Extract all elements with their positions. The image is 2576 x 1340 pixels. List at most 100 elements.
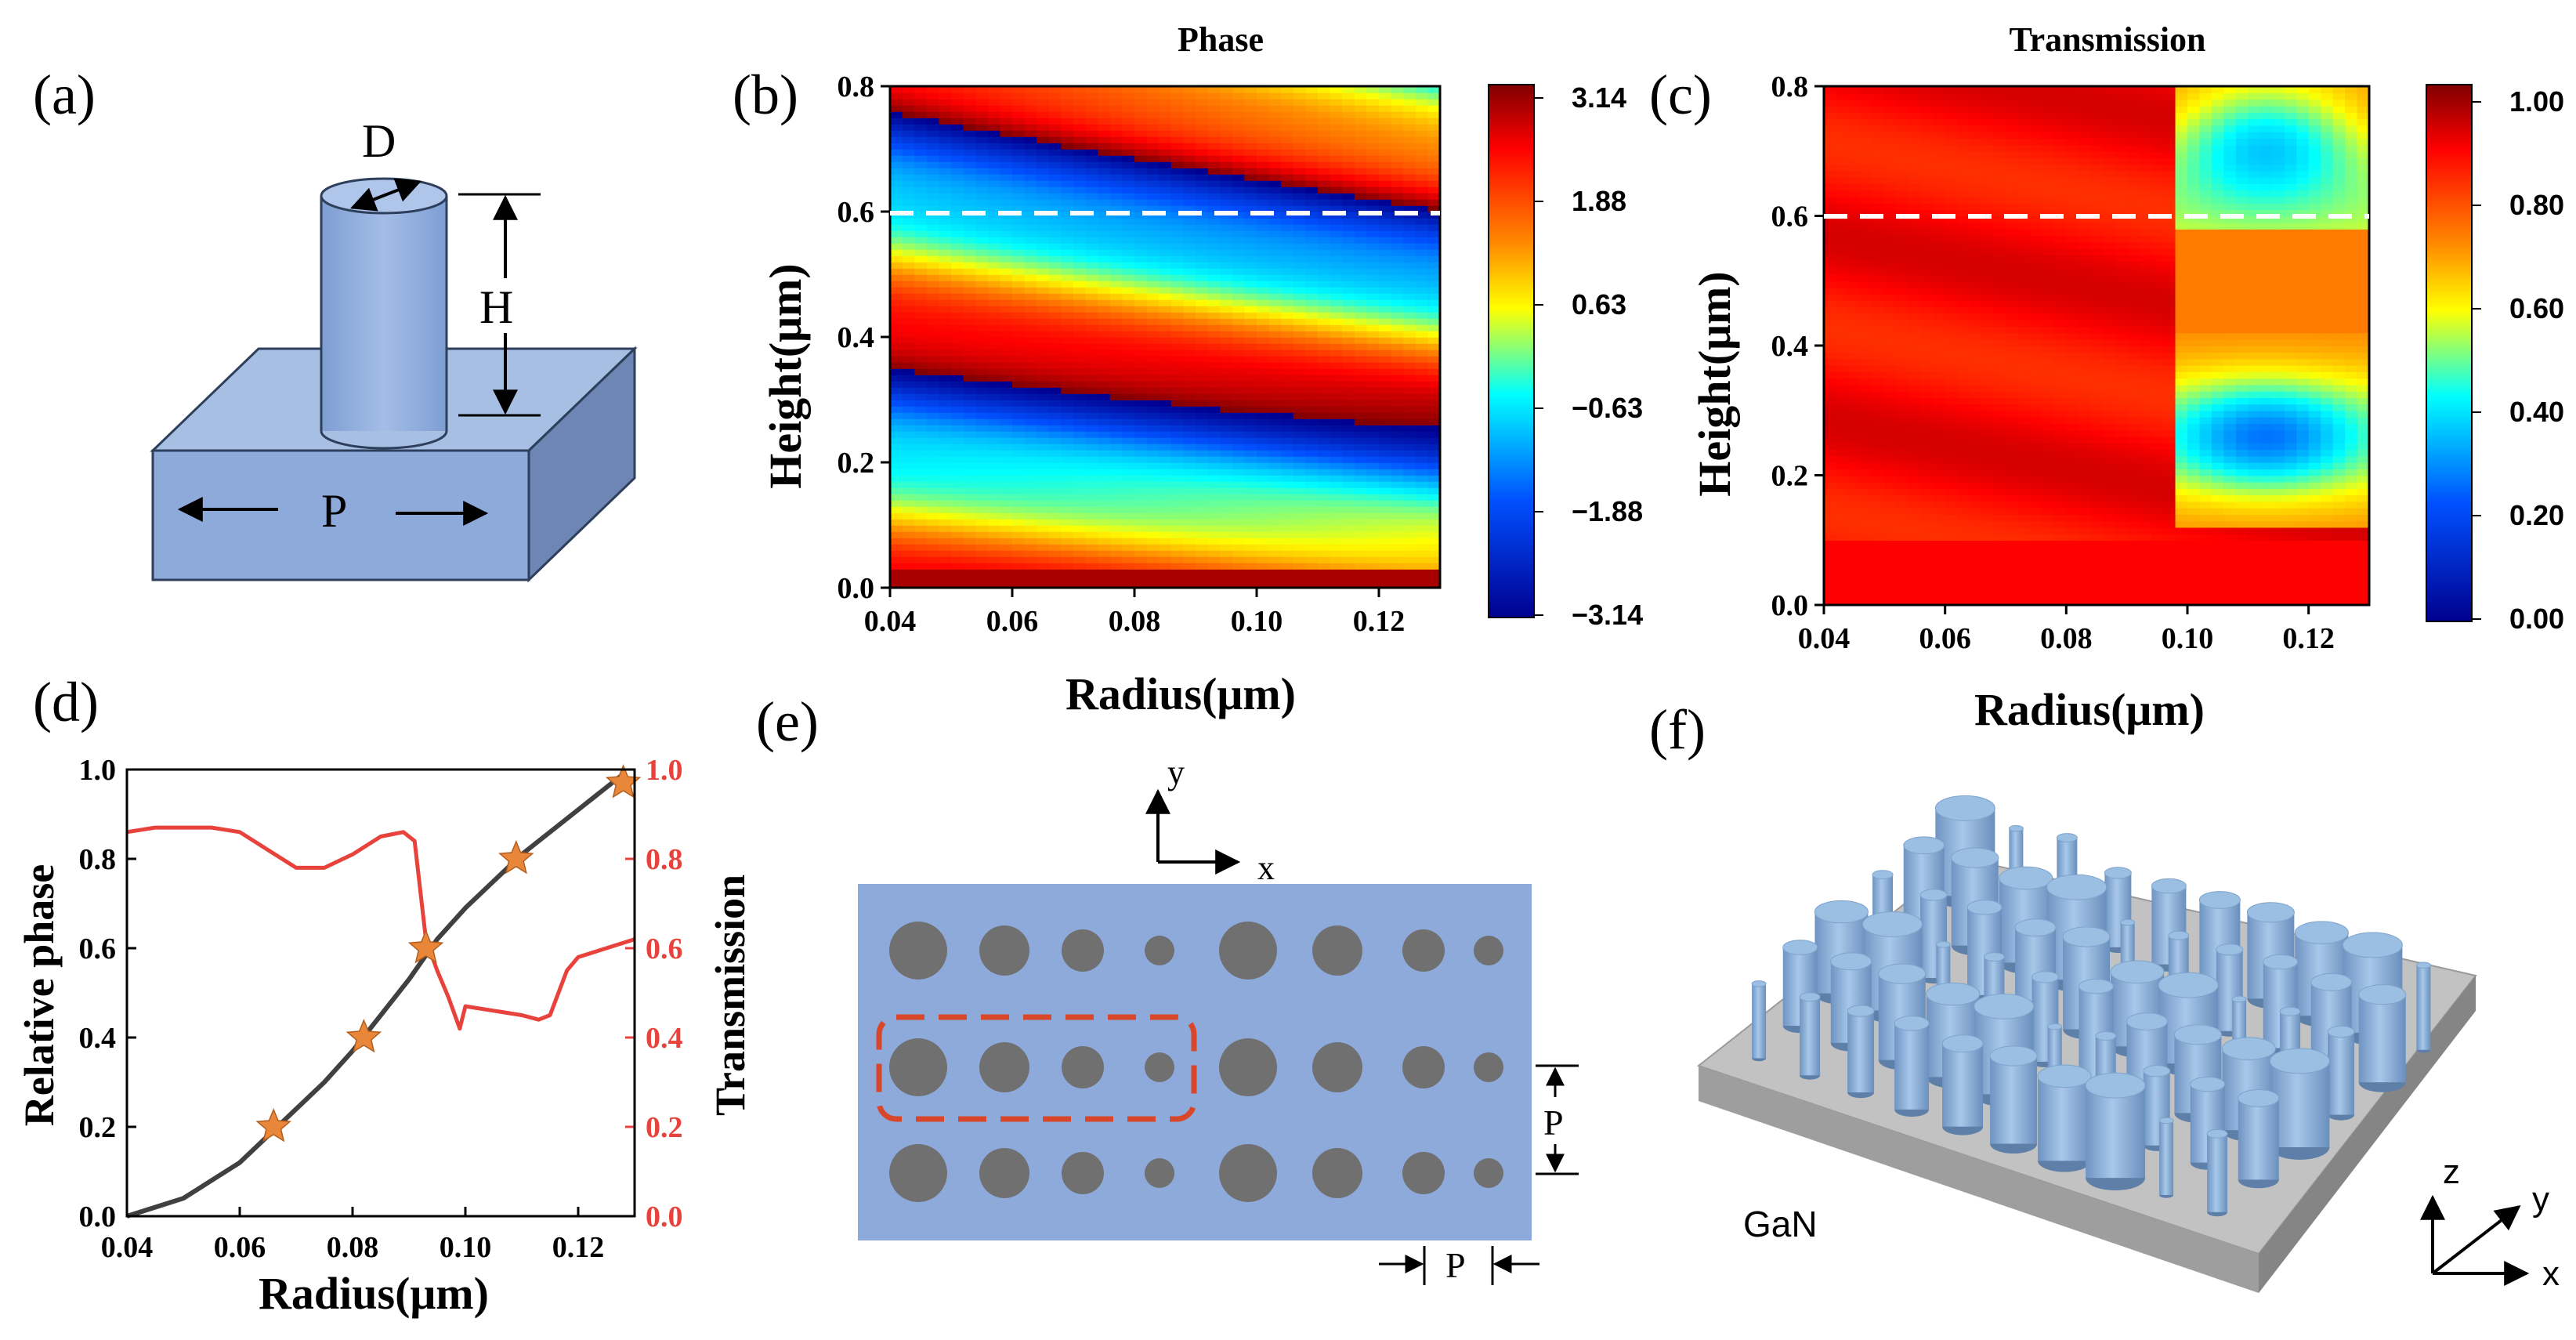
phase-cell [1024,205,1037,212]
phase-cell [1000,274,1013,281]
phase-cell [951,538,964,545]
transmission-cell [1824,183,1837,191]
phase-cell [1293,92,1307,100]
phase-cell [926,393,940,400]
transmission-cell [1884,209,1898,217]
phase-cell [1427,456,1441,463]
transmission-cell [1860,527,1873,534]
phase-cell [975,118,989,125]
phase-cell [1232,180,1246,187]
phase-cell [1134,569,1148,576]
phase-cell [1048,450,1062,457]
transmission-cell [2017,540,2031,548]
phase-cell [926,161,940,168]
phase-cell [1159,381,1172,388]
phase-cell [1427,387,1441,394]
phase-cell [1170,230,1185,237]
transmission-cell [1836,560,1849,567]
transmission-cell [1824,86,1837,94]
phase-cell [1427,569,1441,576]
transmission-cell [1981,443,1995,451]
phase-cell [1232,111,1246,118]
transmission-cell [2017,494,2031,502]
transmission-cell [1920,144,1934,152]
transmission-cell [1933,112,1946,120]
phase-cell [963,312,976,319]
transmission-cell [1945,267,1958,275]
phase-cell [1109,475,1123,482]
phase-cell [1146,199,1160,206]
transmission-cell [1860,293,1873,301]
phase-cell [926,312,940,319]
phase-cell [1281,381,1294,388]
phase-cell [1170,281,1185,288]
phase-cell [1244,531,1257,538]
phase-cell [1159,187,1172,194]
transmission-cell [1872,241,1886,249]
phase-cell [926,92,940,100]
phase-cell [1330,143,1343,150]
phase-cell [1183,218,1196,225]
phase-cell [1196,418,1209,426]
phase-cell [926,143,940,150]
transmission-cell [1884,92,1898,100]
phase-cell [1196,287,1209,294]
phase-cell [975,425,989,432]
phase-cell [1391,274,1404,281]
phase-cell [1232,174,1246,181]
transmission-cell [1896,520,1910,528]
transmission-cell [1969,99,1982,107]
transmission-cell [1847,501,1861,509]
phase-cell [987,111,1001,118]
transmission-cell [1896,436,1910,444]
transmission-cell [1993,319,2006,327]
transmission-cell [1920,209,1934,217]
phase-cell [1330,230,1343,237]
transmission-cell [1957,390,1970,399]
transmission-cell [1836,378,1849,386]
phase-cell [1073,400,1087,407]
phase-cell [1196,412,1209,419]
phase-cell [1403,287,1416,294]
phase-cell [1122,124,1135,131]
phase-cell [1220,143,1233,150]
transmission-cell [1933,552,1946,560]
phase-cell [914,569,928,576]
transmission-cell [1836,131,1849,139]
phase-cell [1159,168,1172,175]
phase-cell [902,174,915,181]
phase-cell [1146,124,1160,131]
transmission-cell [1884,293,1898,301]
phase-cell [1109,92,1123,100]
transmission-cell [1981,410,1995,418]
phase-cell [1427,180,1441,187]
transmission-cell [1981,86,1995,94]
phase-cell [1098,500,1111,507]
transmission-cell [2017,273,2031,282]
phase-cell [1024,456,1037,463]
phase-cell [1293,99,1307,106]
phase-cell [1268,124,1282,131]
transmission-cell [2006,592,2019,599]
phase-cell [1183,406,1196,413]
phase-cell [1415,531,1429,538]
phase-cell [1415,481,1429,488]
phase-cell [1305,356,1319,363]
transmission-cell [1884,552,1898,560]
phase-cell [1061,512,1074,520]
phase-cell [1379,174,1392,181]
phase-cell [975,494,989,501]
phase-cell [1330,281,1343,288]
transmission-cell [1872,358,1886,366]
phase-cell [1170,550,1185,557]
transmission-cell [1884,390,1898,399]
transmission-cell [2017,455,2031,463]
phase-cell [1012,230,1026,237]
transmission-cell [1896,540,1910,548]
phase-cell [1220,494,1233,501]
phase-cell [1268,506,1282,513]
phase-cell [1354,155,1368,162]
phase-cell [1024,431,1037,438]
transmission-cell [2006,158,2019,165]
phase-cell [1268,205,1282,212]
